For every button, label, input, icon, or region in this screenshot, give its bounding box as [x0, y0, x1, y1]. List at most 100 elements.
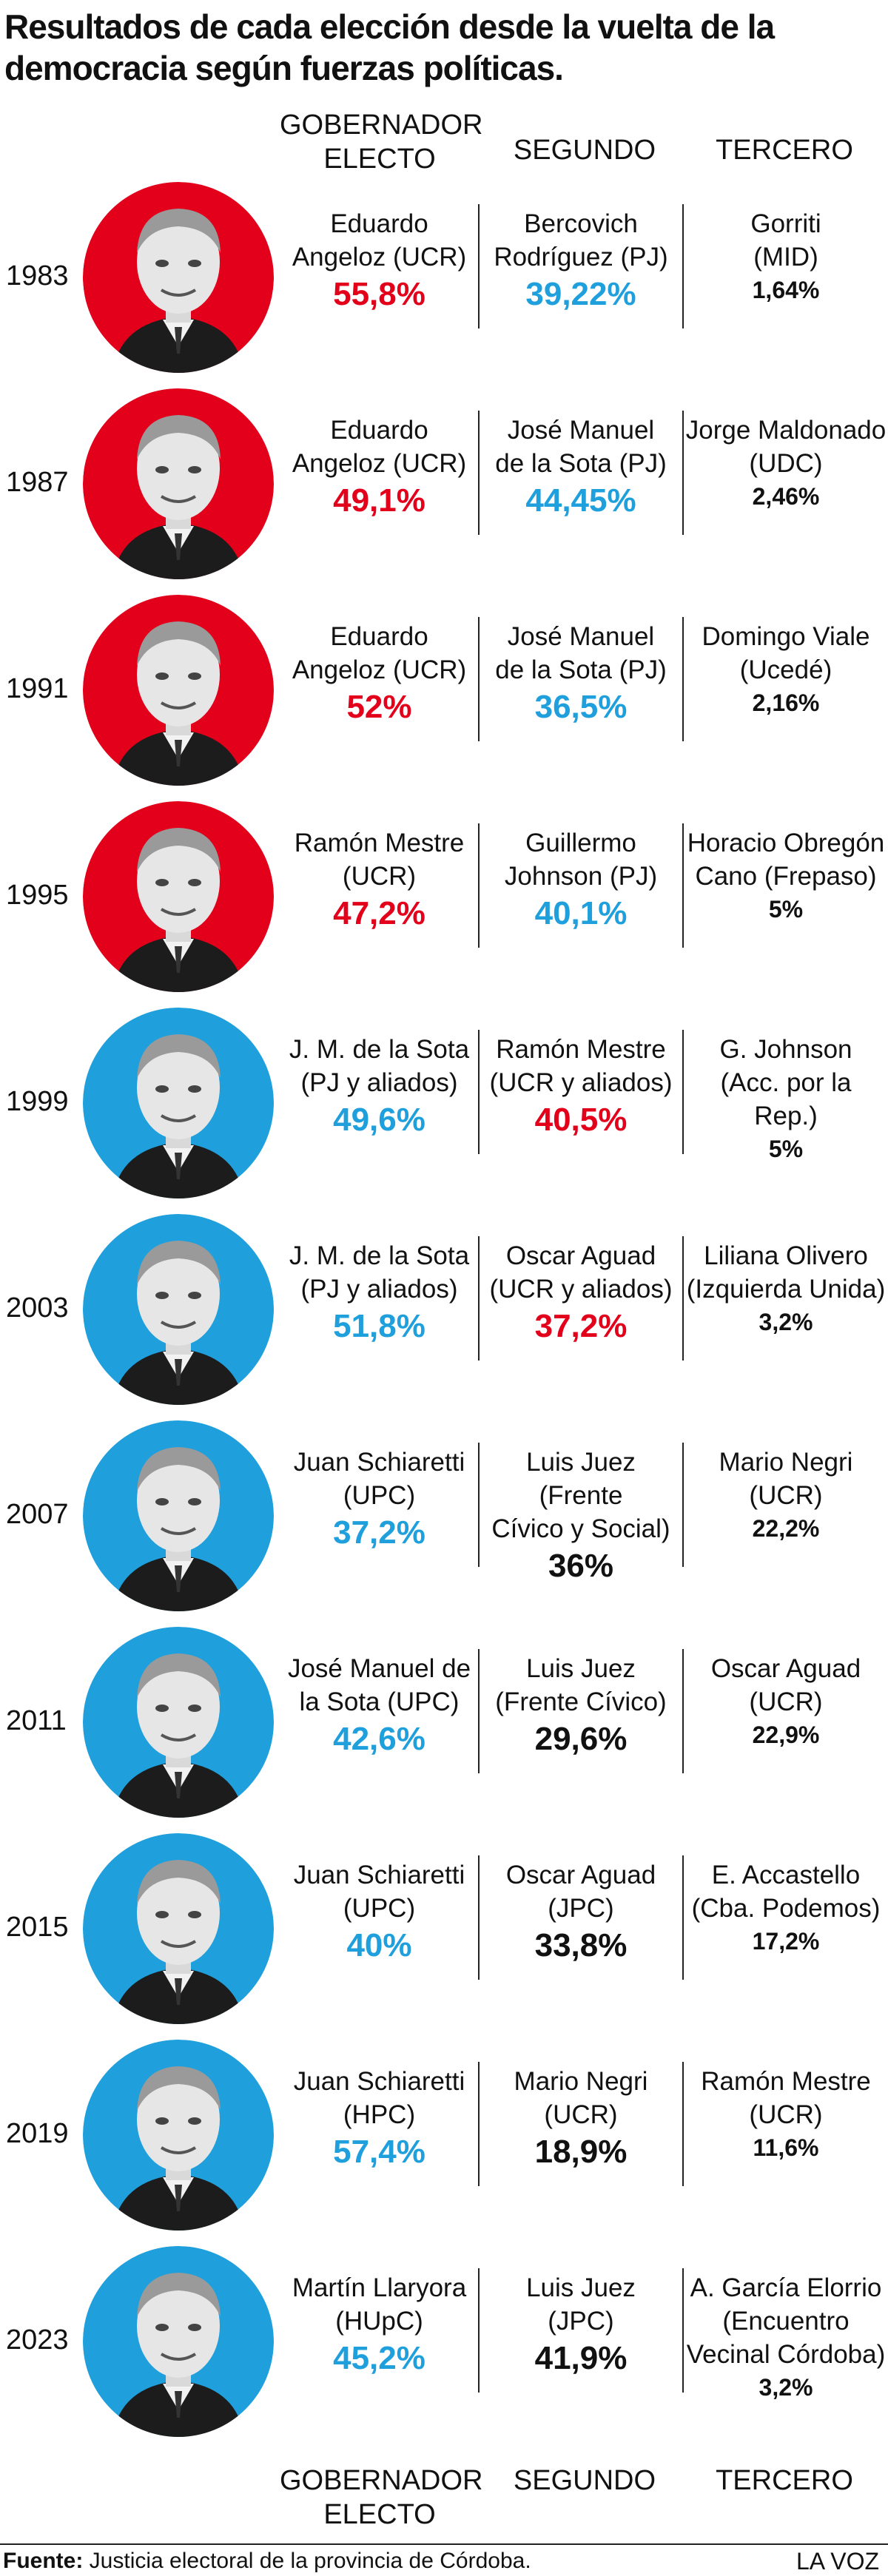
election-row: 2023 Martín Llaryora (HUpC) 45,2% Luis Juez…: [0, 2240, 888, 2447]
second-place-name: Luis Juez (Frente Cívico y Social): [491, 1448, 670, 1543]
third-place-name: G. Johnson (Acc. por la Rep.): [719, 1035, 852, 1130]
winner-cell: Eduardo Angeloz (UCR) 52%: [281, 620, 477, 728]
second-place-name: Oscar Aguad (JPC): [505, 1861, 656, 1923]
second-place-cell: Bercovich Rodríguez (PJ) 39,22%: [481, 207, 681, 315]
election-row: 1987 Eduardo Angeloz (UCR) 49,1% José Manue…: [0, 382, 888, 590]
winner-name: Juan Schiaretti (HPC): [293, 2067, 465, 2129]
third-place-percentage: 2,16%: [752, 689, 820, 716]
brand-logo: LA VOZ: [796, 2548, 879, 2575]
third-place-cell: A. García Elorrio (Encuentro Vecinal Cór…: [685, 2271, 887, 2404]
third-place-cell: Jorge Maldonado (UDC) 2,46%: [685, 414, 887, 513]
second-place-percentage: 33,8%: [534, 1927, 628, 1963]
winner-percentage: 52%: [346, 689, 412, 725]
second-place-percentage: 37,2%: [534, 1308, 628, 1344]
third-place-cell: Mario Negri (UCR) 22,2%: [685, 1446, 887, 1545]
third-place-cell: G. Johnson (Acc. por la Rep.) 5%: [685, 1033, 887, 1165]
third-place-name: Jorge Maldonado (UDC): [685, 416, 887, 478]
election-row: 1991 Eduardo Angeloz (UCR) 52% José Manuel …: [0, 589, 888, 796]
third-place-name: Ramón Mestre (UCR): [701, 2067, 871, 2129]
governor-portrait: [83, 388, 274, 579]
winner-name: José Manuel de la Sota (UPC): [287, 1654, 471, 1716]
third-place-cell: Liliana Olivero (Izquierda Unida) 3,2%: [685, 1239, 887, 1338]
header-segundo-top: SEGUNDO: [513, 135, 656, 166]
column-divider: [478, 2062, 480, 2186]
second-place-cell: Guillermo Johnson (PJ) 40,1%: [481, 826, 681, 934]
second-place-name: Luis Juez (JPC): [526, 2273, 636, 2336]
second-place-cell: Ramón Mestre (UCR y aliados) 40,5%: [481, 1033, 681, 1141]
governor-portrait: [83, 595, 274, 786]
column-divider: [478, 617, 480, 741]
second-place-name: Luis Juez (Frente Cívico): [495, 1654, 667, 1716]
winner-cell: Juan Schiaretti (HPC) 57,4%: [281, 2065, 477, 2173]
third-place-percentage: 5%: [768, 896, 804, 923]
winner-percentage: 51,8%: [333, 1308, 426, 1344]
third-place-name: Mario Negri (UCR): [719, 1448, 853, 1510]
column-divider: [682, 2062, 684, 2186]
winner-cell: Eduardo Angeloz (UCR) 55,8%: [281, 207, 477, 315]
election-row: 1999 J. M. de la Sota (PJ y aliados) 49,6%…: [0, 1002, 888, 1209]
third-place-name: Liliana Olivero (Izquierda Unida): [686, 1241, 886, 1304]
second-place-percentage: 36%: [548, 1548, 614, 1584]
column-divider: [682, 1649, 684, 1773]
second-place-percentage: 18,9%: [534, 2134, 628, 2170]
election-year: 2003: [6, 1292, 69, 1324]
column-divider: [478, 411, 480, 535]
second-place-percentage: 44,45%: [525, 482, 636, 519]
election-year: 1991: [6, 673, 69, 704]
governor-portrait: [83, 1833, 274, 2024]
second-place-cell: Luis Juez (Frente Cívico) 29,6%: [481, 1652, 681, 1760]
column-divider: [478, 1236, 480, 1361]
third-place-percentage: 11,6%: [753, 2134, 819, 2161]
governor-portrait: [83, 182, 274, 373]
election-row: 2019 Juan Schiaretti (HPC) 57,4% Mario Negr…: [0, 2034, 888, 2241]
winner-percentage: 49,6%: [333, 1102, 426, 1138]
second-place-cell: Oscar Aguad (UCR y aliados) 37,2%: [481, 1239, 681, 1347]
column-divider: [478, 1855, 480, 1980]
footer-divider: [0, 2543, 888, 2545]
winner-name: Juan Schiaretti (UPC): [293, 1448, 465, 1510]
column-divider: [682, 2268, 684, 2393]
column-divider: [478, 823, 480, 948]
election-year: 1983: [6, 260, 69, 291]
header-gobernador-top: GOBERNADOR ELECTO: [280, 109, 483, 175]
winner-percentage: 47,2%: [333, 895, 426, 931]
column-divider: [478, 1030, 480, 1154]
governor-portrait: [83, 2040, 274, 2231]
election-year: 2019: [6, 2118, 69, 2149]
third-place-percentage: 2,46%: [752, 483, 820, 510]
governor-portrait: [83, 1420, 274, 1611]
governor-portrait: [83, 1008, 274, 1198]
winner-percentage: 40%: [346, 1927, 412, 1963]
header-segundo-bottom: SEGUNDO: [513, 2465, 656, 2496]
column-divider: [478, 1443, 480, 1567]
second-place-name: Ramón Mestre (UCR y aliados): [489, 1035, 673, 1097]
election-year: 1999: [6, 1086, 69, 1117]
third-place-percentage: 1,64%: [752, 277, 820, 303]
winner-name: Juan Schiaretti (UPC): [293, 1861, 465, 1923]
governor-portrait: [83, 1627, 274, 1818]
winner-percentage: 37,2%: [333, 1514, 426, 1551]
column-divider: [682, 823, 684, 948]
winner-name: J. M. de la Sota (PJ y aliados): [289, 1241, 470, 1304]
second-place-percentage: 39,22%: [525, 276, 636, 312]
second-place-percentage: 41,9%: [534, 2340, 628, 2376]
winner-percentage: 45,2%: [333, 2340, 426, 2376]
second-place-cell: Oscar Aguad (JPC) 33,8%: [481, 1858, 681, 1966]
third-place-cell: Horacio Obregón Cano (Frepaso) 5%: [685, 826, 887, 925]
winner-cell: J. M. de la Sota (PJ y aliados) 51,8%: [281, 1239, 477, 1347]
third-place-name: Gorriti (MID): [750, 209, 821, 272]
header-tercero-top: TERCERO: [716, 135, 853, 166]
second-place-name: José Manuel de la Sota (PJ): [495, 622, 667, 684]
winner-percentage: 42,6%: [333, 1721, 426, 1757]
winner-percentage: 57,4%: [333, 2134, 426, 2170]
second-place-name: Oscar Aguad (UCR y aliados): [489, 1241, 673, 1304]
election-year: 2007: [6, 1499, 69, 1530]
second-place-name: Guillermo Johnson (PJ): [504, 829, 658, 891]
winner-cell: J. M. de la Sota (PJ y aliados) 49,6%: [281, 1033, 477, 1141]
winner-name: Martín Llaryora (HUpC): [292, 2273, 467, 2336]
governor-portrait: [83, 2246, 274, 2437]
winner-name: J. M. de la Sota (PJ y aliados): [289, 1035, 470, 1097]
column-divider: [682, 1030, 684, 1154]
source-note: Fuente: Justicia electoral de la provinc…: [3, 2548, 531, 2575]
second-place-cell: Luis Juez (JPC) 41,9%: [481, 2271, 681, 2379]
